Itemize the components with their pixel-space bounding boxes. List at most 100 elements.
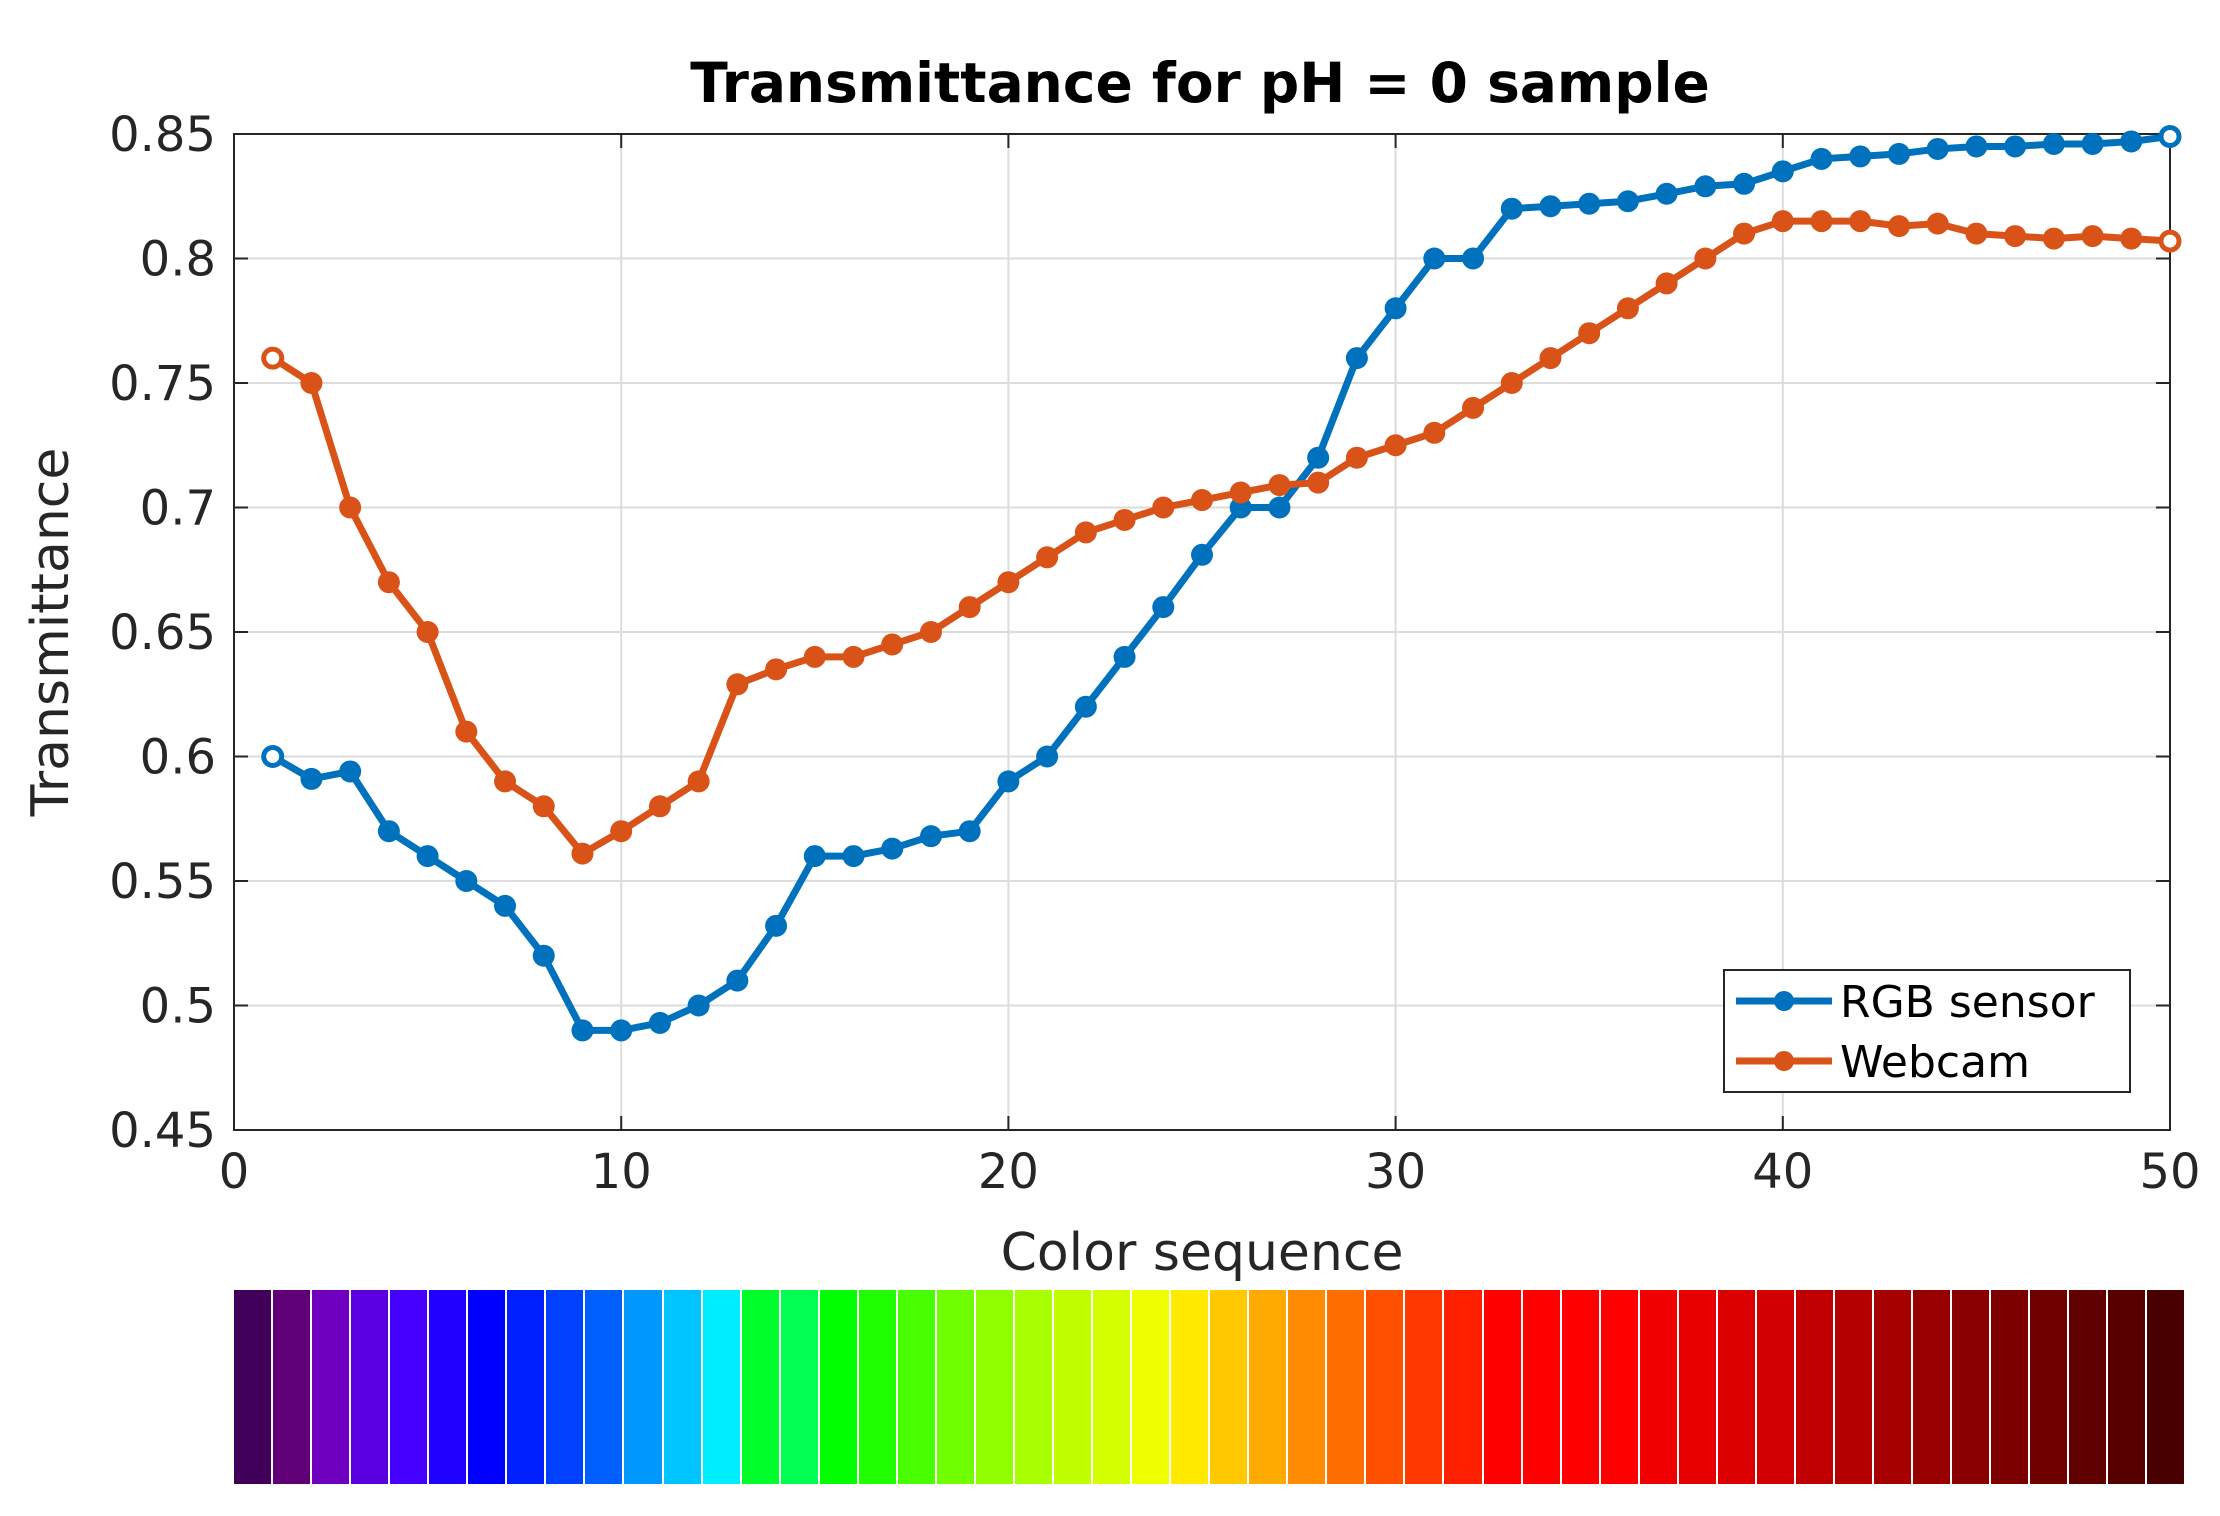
color-swatch — [819, 1290, 859, 1484]
data-point-rgb-sensor — [2081, 132, 2104, 155]
data-point-webcam — [687, 770, 710, 793]
color-swatch — [1952, 1290, 1992, 1484]
color-swatch — [1678, 1290, 1718, 1484]
color-swatch — [1053, 1290, 1094, 1484]
data-point-webcam — [261, 346, 285, 370]
color-swatch — [1132, 1290, 1172, 1484]
data-point-rgb-sensor — [1462, 247, 1485, 270]
data-point-rgb-sensor — [2042, 132, 2065, 155]
data-point-webcam — [1074, 521, 1097, 544]
y-tick-label: 0.75 — [109, 356, 216, 412]
data-point-rgb-sensor — [1423, 247, 1446, 270]
data-point-rgb-sensor — [1926, 137, 1949, 160]
data-point-rgb-sensor — [1539, 195, 1562, 218]
color-swatch — [1288, 1290, 1328, 1484]
legend: RGB sensor Webcam — [1723, 969, 2131, 1093]
color-swatch — [1366, 1290, 1406, 1484]
color-swatch — [1093, 1290, 1133, 1484]
data-point-webcam — [919, 621, 942, 643]
color-swatch — [1600, 1290, 1640, 1484]
data-point-webcam — [1229, 481, 1252, 504]
data-point-rgb-sensor — [261, 745, 285, 768]
color-swatch — [1834, 1290, 1874, 1484]
data-point-webcam — [958, 596, 981, 619]
color-swatch — [702, 1290, 742, 1484]
data-point-rgb-sensor — [300, 767, 323, 790]
y-tick-label: 0.5 — [140, 979, 216, 1035]
data-point-webcam — [765, 658, 788, 681]
data-point-rgb-sensor — [1887, 142, 1910, 165]
data-point-rgb-sensor — [803, 845, 826, 868]
data-point-rgb-sensor — [1733, 172, 1756, 195]
y-tick-label: 0.55 — [109, 854, 216, 910]
data-point-rgb-sensor — [1655, 182, 1678, 205]
color-swatch — [234, 1290, 274, 1484]
color-swatch — [2069, 1290, 2109, 1484]
data-point-webcam — [2042, 227, 2065, 250]
data-point-rgb-sensor — [765, 914, 788, 937]
data-point-webcam — [2081, 225, 2104, 248]
color-swatch — [1756, 1290, 1796, 1484]
data-point-webcam — [1423, 421, 1446, 444]
x-tick-label: 10 — [591, 1144, 652, 1200]
color-swatch — [624, 1290, 664, 1484]
data-point-webcam — [1462, 396, 1485, 419]
data-point-rgb-sensor — [881, 837, 904, 860]
chart-title: Transmittance for pH = 0 sample — [690, 51, 1710, 115]
data-point-webcam — [803, 645, 826, 668]
x-tick-label: 0 — [219, 1144, 250, 1200]
color-swatch — [429, 1290, 469, 1484]
color-swatch — [897, 1290, 937, 1484]
data-point-rgb-sensor — [726, 969, 749, 992]
color-swatch — [1444, 1290, 1484, 1484]
color-swatch — [1014, 1290, 1054, 1484]
color-swatch — [546, 1290, 586, 1484]
data-point-webcam — [881, 633, 904, 656]
color-swatch — [975, 1290, 1015, 1484]
data-point-webcam — [1113, 508, 1136, 531]
color-swatch — [585, 1290, 625, 1484]
color-swatch — [351, 1290, 391, 1484]
color-swatch — [1210, 1290, 1250, 1484]
data-point-rgb-sensor — [2120, 130, 2143, 153]
data-point-rgb-sensor — [958, 820, 981, 843]
data-point-rgb-sensor — [2004, 135, 2027, 158]
color-swatch — [2030, 1290, 2070, 1484]
data-point-rgb-sensor — [610, 1019, 633, 1042]
data-point-rgb-sensor — [571, 1019, 594, 1042]
y-tick-label: 0.6 — [140, 730, 216, 786]
color-swatch — [273, 1290, 313, 1484]
color-swatch — [1483, 1290, 1523, 1484]
data-point-rgb-sensor — [416, 845, 439, 868]
legend-label-rgb-sensor: RGB sensor — [1840, 977, 2096, 1028]
data-point-rgb-sensor — [532, 944, 555, 967]
data-point-rgb-sensor — [1113, 645, 1136, 668]
color-swatch — [1717, 1290, 1757, 1484]
data-point-rgb-sensor — [1191, 543, 1213, 566]
data-series — [261, 124, 2182, 1042]
data-point-webcam — [1616, 297, 1639, 320]
color-swatch — [741, 1290, 781, 1484]
data-point-rgb-sensor — [919, 825, 942, 848]
data-point-rgb-sensor — [648, 1011, 671, 1034]
data-point-rgb-sensor — [1849, 145, 1872, 168]
data-point-rgb-sensor — [997, 770, 1020, 793]
data-point-rgb-sensor — [1965, 135, 1988, 158]
data-point-rgb-sensor — [1074, 695, 1097, 718]
legend-marker-rgb-sensor — [1774, 991, 1794, 1011]
color-sequence-bar — [234, 1290, 2185, 1484]
color-swatch — [507, 1290, 547, 1484]
color-swatch — [1249, 1290, 1289, 1484]
x-tick-label: 50 — [2139, 1144, 2200, 1200]
data-point-webcam — [1539, 347, 1562, 370]
data-point-webcam — [1694, 247, 1717, 270]
data-point-rgb-sensor — [1152, 596, 1175, 619]
y-tick-label: 0.65 — [109, 605, 216, 661]
color-swatch — [663, 1290, 703, 1484]
y-tick-label: 0.45 — [109, 1103, 216, 1159]
color-swatch — [2108, 1290, 2148, 1484]
y-axis-label: Transmittance — [21, 448, 81, 818]
color-swatch — [312, 1290, 352, 1484]
color-swatch — [468, 1290, 508, 1484]
